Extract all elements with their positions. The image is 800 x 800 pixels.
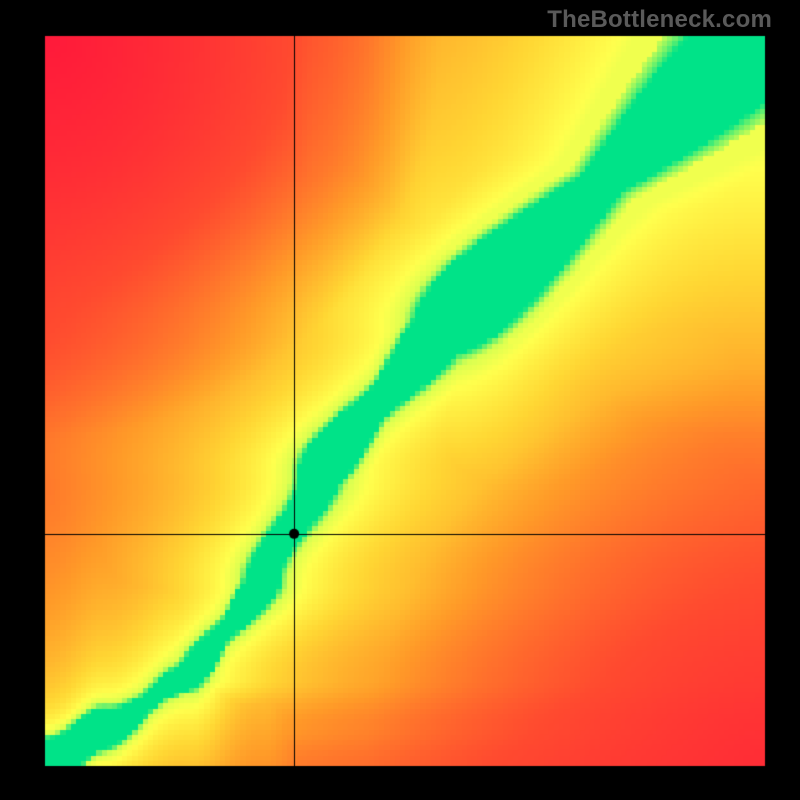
chart-container: TheBottleneck.com bbox=[0, 0, 800, 800]
bottleneck-heatmap bbox=[0, 0, 800, 800]
watermark-text: TheBottleneck.com bbox=[547, 6, 772, 34]
